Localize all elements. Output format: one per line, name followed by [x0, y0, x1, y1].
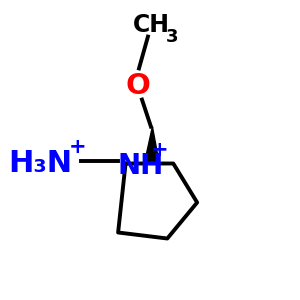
Text: O: O	[125, 71, 150, 100]
Text: CH: CH	[132, 14, 170, 38]
Text: 3: 3	[166, 28, 178, 46]
Text: H₃N: H₃N	[8, 149, 73, 178]
Text: +: +	[151, 140, 169, 160]
Text: +: +	[69, 137, 87, 157]
Text: NH: NH	[117, 152, 164, 181]
Polygon shape	[144, 127, 159, 164]
